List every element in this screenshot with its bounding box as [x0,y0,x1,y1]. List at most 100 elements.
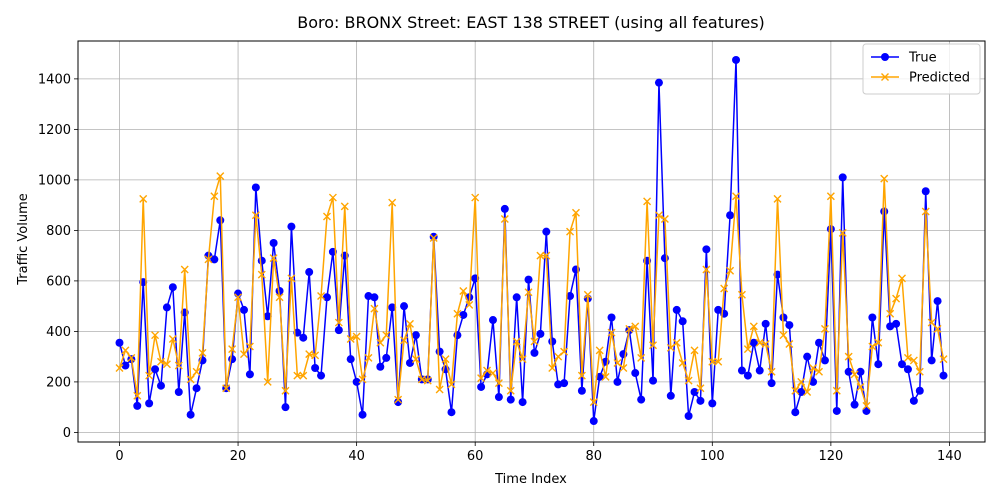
data-point-predicted [269,254,278,263]
data-point-predicted [649,341,658,350]
data-point-predicted [708,357,717,366]
data-point-predicted [631,322,640,331]
x-tick-label: 0 [115,449,123,464]
data-point-predicted [690,346,699,355]
data-point-predicted [245,342,254,351]
data-point-predicted [755,338,764,347]
data-point-predicted [933,324,942,333]
data-point-true [803,352,812,361]
data-point-true [690,388,699,397]
data-point-predicted [903,353,912,362]
y-tick-label: 400 [46,325,71,340]
data-point-true [637,395,646,404]
data-point-true [228,355,237,364]
data-point-true [174,388,183,397]
data-point-true [257,256,266,265]
data-point-true [400,302,409,311]
data-point-true [322,293,331,302]
data-point-predicted [127,353,136,362]
data-point-predicted [518,355,527,364]
data-point-predicted [838,228,847,237]
y-axis-label: Traffic Volume [16,193,31,286]
data-point-predicted [394,395,403,404]
data-point-predicted [370,304,379,313]
data-point-true [245,370,254,379]
data-point-true [927,356,936,365]
legend-label-predicted: Predicted [909,71,970,86]
legend-marker-predicted [881,73,889,81]
data-point-true [672,305,681,314]
data-point-predicted [726,266,735,275]
data-point-true [755,366,764,375]
data-point-predicted [168,334,177,343]
data-point-true [251,183,260,192]
data-point-true [216,216,225,225]
data-point-true [832,406,841,415]
x-tick-label: 20 [230,449,247,464]
data-point-true [666,391,675,400]
data-point-predicted [192,367,201,376]
data-point-true [168,283,177,292]
data-point-true [477,382,486,391]
y-tick-label: 0 [63,426,71,441]
data-point-true [506,395,515,404]
y-tick-label: 600 [46,274,71,289]
data-point-predicted [234,293,243,302]
data-point-predicted [423,376,432,385]
data-point-predicted [892,294,901,303]
data-point-true [737,366,746,375]
data-point-predicted [411,355,420,364]
data-point-predicted [678,358,687,367]
data-point-true [299,333,308,342]
data-point-predicted [162,360,171,369]
data-point-predicted [595,346,604,355]
data-point-true [898,360,907,369]
data-point-predicted [121,346,130,355]
data-point-predicted [921,207,930,216]
data-point-predicted [749,322,758,331]
data-point-predicted [548,364,557,373]
data-point-true [607,313,616,322]
data-point-predicted [643,197,652,206]
data-point-true [566,292,575,301]
data-point-true [797,388,806,397]
data-point-predicted [500,215,509,224]
data-point-predicted [251,211,260,220]
data-point-predicted [257,270,266,279]
data-point-predicted [844,352,853,361]
data-point-predicted [441,355,450,364]
data-point-true [459,310,468,319]
data-point-true [761,319,770,328]
data-point-predicted [743,345,752,354]
data-point-predicted [222,384,231,393]
data-point-predicted [702,265,711,274]
data-point-true [933,297,942,306]
data-point-true [577,386,586,395]
data-point-predicted [785,340,794,349]
x-tick-label: 100 [700,449,725,464]
x-tick-label: 60 [467,449,484,464]
axes: 0 20 40 60 80 100 120 1400200400600800100012001… [38,72,962,464]
data-point-predicted [198,348,207,357]
data-point-predicted [405,319,414,328]
data-point-true [767,379,776,388]
data-point-true [269,239,278,248]
data-point-true [696,396,705,405]
data-point-predicted [216,172,225,181]
data-point-predicted [477,374,486,383]
data-point-true [305,268,314,277]
series-predicted [115,172,948,410]
data-point-predicted [311,351,320,360]
data-point-predicted [151,331,160,340]
data-point-predicted [720,284,729,293]
data-point-true [453,331,462,340]
data-point-true [334,326,343,335]
data-point-predicted [761,340,770,349]
data-point-predicted [328,193,337,202]
data-point-true [791,408,800,417]
data-point-true [915,386,924,395]
data-point-true [595,372,604,381]
data-point-true [287,222,296,231]
data-point-predicted [512,337,521,346]
